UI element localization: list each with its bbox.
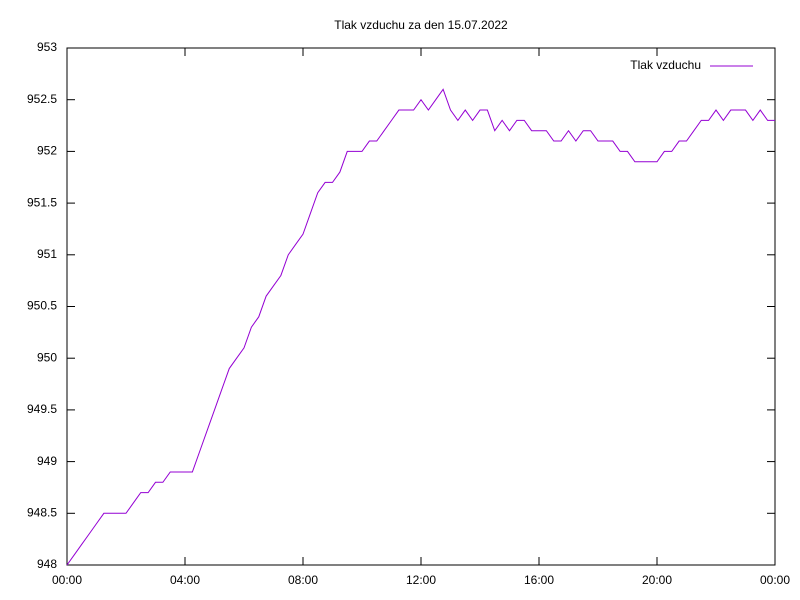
y-tick-label: 952.5 (27, 92, 57, 106)
y-tick-label: 951 (37, 247, 57, 261)
legend-label: Tlak vzduchu (630, 58, 701, 72)
y-tick-label: 949.5 (27, 402, 57, 416)
x-tick-label: 16:00 (524, 573, 554, 587)
x-tick-label: 00:00 (52, 573, 82, 587)
y-tick-label: 948.5 (27, 505, 57, 519)
x-tick-label: 08:00 (288, 573, 318, 587)
data-line (66, 88, 775, 566)
y-tick-label: 952 (37, 144, 57, 158)
y-tick-label: 949 (37, 454, 57, 468)
x-tick-label: 04:00 (170, 573, 200, 587)
y-tick-label: 948 (37, 557, 57, 571)
chart-title: Tlak vzduchu za den 15.07.2022 (334, 18, 508, 32)
y-tick-label: 951.5 (27, 195, 57, 209)
x-tick-label: 00:00 (760, 573, 790, 587)
x-tick-label: 12:00 (406, 573, 436, 587)
y-tick-label: 953 (37, 40, 57, 54)
x-tick-label: 20:00 (642, 573, 672, 587)
y-tick-label: 950.5 (27, 299, 57, 313)
y-tick-label: 950 (37, 350, 57, 364)
plot-border (66, 47, 776, 566)
